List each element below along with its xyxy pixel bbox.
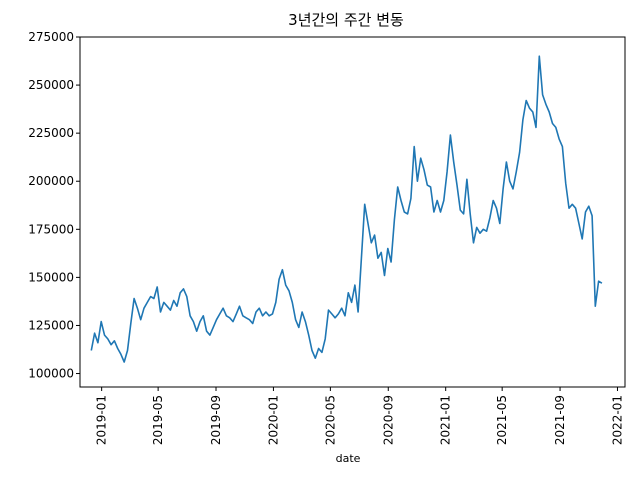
x-tick-label: 2019-05 [151, 395, 165, 445]
y-tick-label: 150000 [28, 270, 74, 284]
y-tick-label: 225000 [28, 126, 74, 140]
y-tick-label: 175000 [28, 222, 74, 236]
y-tick-label: 200000 [28, 174, 74, 188]
plot-area [79, 36, 626, 388]
x-axis-label: date [336, 452, 361, 465]
y-tick-label: 100000 [28, 367, 74, 381]
y-tick-label: 275000 [28, 30, 74, 44]
x-tick-label: 2021-09 [553, 395, 567, 445]
x-tick-label: 2019-01 [95, 395, 109, 445]
x-tick-label: 2020-09 [381, 395, 395, 445]
y-tick-label: 250000 [28, 78, 74, 92]
x-tick-label: 2019-09 [209, 395, 223, 445]
x-tick-label: 2021-01 [439, 395, 453, 445]
chart-title: 3년간의 주간 변동 [288, 11, 404, 29]
y-axis: 100000 125000 150000 175000 200000 225000 2500… [28, 30, 80, 381]
x-tick-label: 2020-05 [323, 395, 337, 445]
x-tick-label: 2021-05 [495, 395, 509, 445]
x-tick-label: 2020-01 [266, 395, 280, 445]
x-tick-label: 2022-01 [610, 395, 624, 445]
x-axis: 2019-01 2019-05 2019-09 2020-01 2020-05 2020-… [95, 387, 624, 445]
plot-frame [79, 36, 626, 388]
series-line [90, 55, 603, 363]
y-tick-label: 125000 [28, 318, 74, 332]
